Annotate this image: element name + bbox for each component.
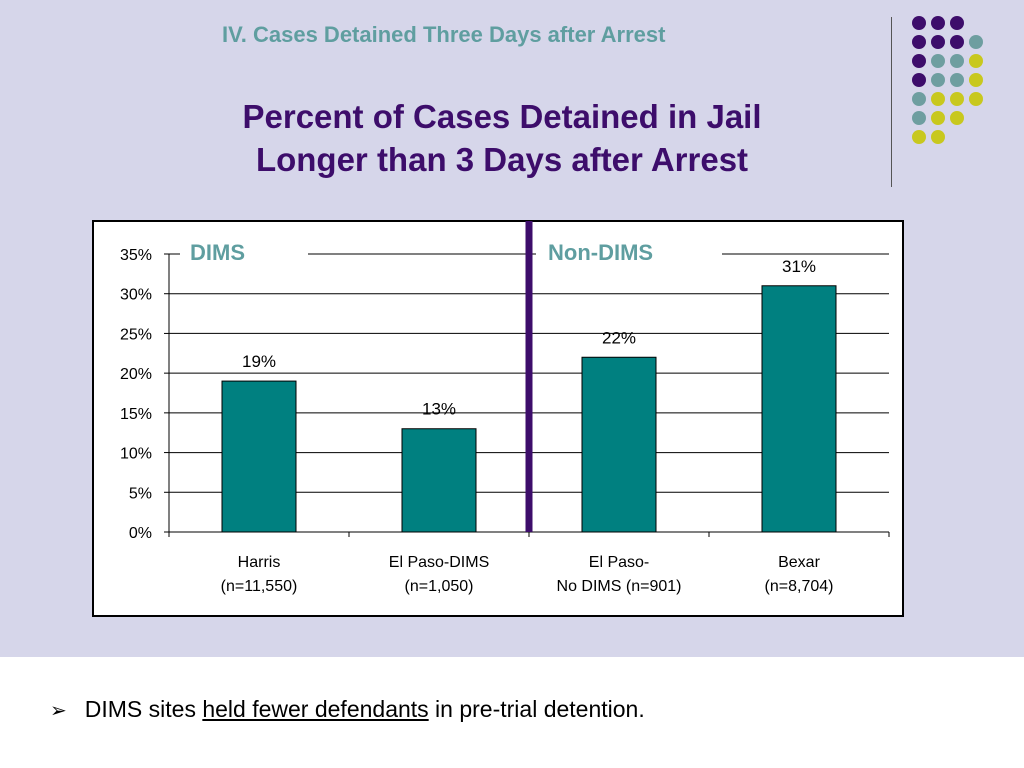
page-title: Percent of Cases Detained in Jail Longer… (150, 95, 854, 181)
bar-chart: 0% 5% 10% 15% 20% 25% 30% 35% 19% Harris (n=11,550… (92, 220, 904, 617)
arrow-bullet-icon: ➢ (50, 700, 67, 722)
x-tick-label: El Paso-DIMS (389, 554, 489, 571)
x-tick-label: (n=8,704) (765, 578, 834, 595)
bar (401, 428, 477, 533)
y-tick-label: 20% (120, 366, 152, 383)
y-tick-label: 35% (120, 247, 152, 264)
y-tick-label: 5% (129, 485, 152, 502)
y-tick-label: 25% (120, 326, 152, 343)
bar-data-label: 13% (422, 400, 456, 419)
decorative-divider-line (891, 17, 892, 187)
bullet-point: ➢ DIMS sites held fewer defendants in pre… (50, 696, 645, 723)
bar-data-label: 22% (602, 328, 636, 347)
bar (761, 285, 837, 533)
group-label-mask (536, 238, 722, 268)
y-tick-label: 15% (120, 406, 152, 423)
x-tick-label: No DIMS (n=901) (557, 578, 682, 595)
group-label-dims: DIMS (190, 240, 245, 265)
bar-data-label: 19% (242, 352, 276, 371)
bar (581, 356, 657, 533)
x-tick-label: Harris (238, 554, 281, 571)
x-tick-label: Bexar (778, 554, 820, 571)
bar-data-label: 31% (782, 257, 816, 276)
bullet-text-pre: DIMS sites (84, 696, 203, 722)
group-label-non-dims: Non-DIMS (548, 240, 653, 265)
bullet-text-underlined: held fewer defendants (202, 696, 429, 722)
x-tick-label: El Paso- (589, 554, 649, 571)
y-tick-label: 30% (120, 287, 152, 304)
bar (221, 380, 297, 533)
x-tick-label: (n=11,550) (221, 578, 298, 595)
title-line-1: Percent of Cases Detained in Jail (242, 98, 762, 135)
group-label-mask (180, 238, 308, 268)
section-title: IV. Cases Detained Three Days after Arre… (222, 22, 666, 47)
title-line-2: Longer than 3 Days after Arrest (255, 141, 749, 178)
x-tick-label: (n=1,050) (405, 578, 474, 595)
y-tick-label: 0% (129, 525, 152, 542)
y-tick-label: 10% (120, 446, 152, 463)
bullet-text-post: in pre-trial detention. (428, 696, 645, 722)
